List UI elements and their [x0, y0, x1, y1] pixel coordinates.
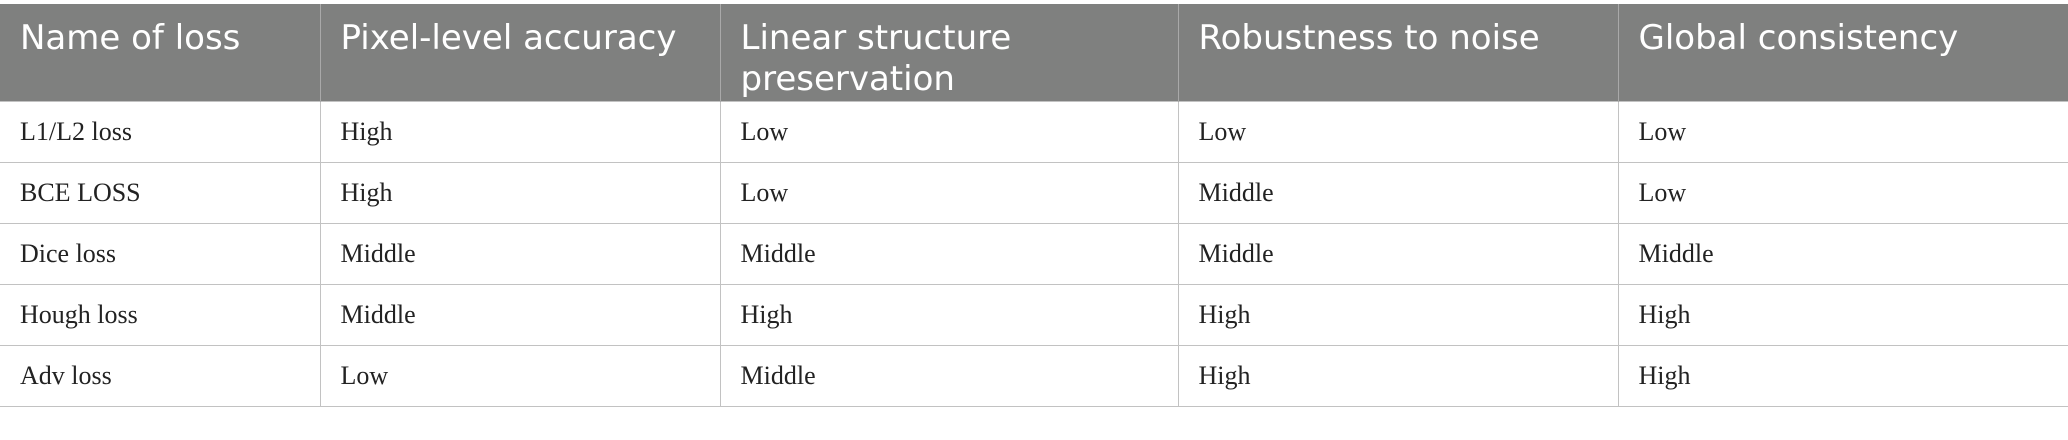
table-cell: High — [319, 161, 721, 224]
row-label: L1/L2 loss — [0, 100, 321, 163]
table-container: Name of loss Pixel-level accuracy Linear s… — [0, 4, 2068, 407]
table-cell: High — [1617, 283, 2068, 346]
comparison-table: Name of loss Pixel-level accuracy Linear s… — [0, 4, 2068, 407]
table-row: Dice loss Middle Middle Middle Middle — [0, 222, 2068, 285]
row-label: BCE LOSS — [0, 161, 321, 224]
table-cell: Low — [719, 100, 1179, 163]
table-cell: High — [1177, 283, 1619, 346]
header-cell: Linear structure preservation — [719, 4, 1178, 101]
table-cell: Low — [1617, 100, 2068, 163]
table-cell: Middle — [719, 344, 1179, 407]
header-cell: Global consistency — [1617, 4, 2068, 101]
table-cell: High — [1177, 344, 1619, 407]
table-cell: Middle — [319, 283, 721, 346]
table-cell: Low — [319, 344, 721, 407]
table-row: L1/L2 loss High Low Low Low — [0, 100, 2068, 163]
table-cell: Middle — [1177, 161, 1619, 224]
header-cell: Name of loss — [0, 4, 320, 101]
table-cell: Low — [1177, 100, 1619, 163]
table-cell: High — [719, 283, 1179, 346]
table-cell: Middle — [319, 222, 721, 285]
header-cell: Robustness to noise — [1177, 4, 1618, 101]
table-cell: Middle — [1617, 222, 2068, 285]
table-cell: Low — [1617, 161, 2068, 224]
header-row: Name of loss Pixel-level accuracy Linear s… — [0, 4, 2068, 101]
table-cell: High — [319, 100, 721, 163]
table-cell: Middle — [1177, 222, 1619, 285]
table-row: BCE LOSS High Low Middle Low — [0, 161, 2068, 224]
row-label: Hough loss — [0, 283, 321, 346]
table-cell: Middle — [719, 222, 1179, 285]
row-label: Dice loss — [0, 222, 321, 285]
table-cell: Low — [719, 161, 1179, 224]
table-row: Adv loss Low Middle High High — [0, 344, 2068, 407]
table-cell: High — [1617, 344, 2068, 407]
row-label: Adv loss — [0, 344, 321, 407]
table-row: Hough loss Middle High High High — [0, 283, 2068, 346]
table-body: L1/L2 loss High Low Low Low BCE LOSS High Low Mi… — [0, 100, 2068, 407]
header-cell: Pixel-level accuracy — [319, 4, 720, 101]
